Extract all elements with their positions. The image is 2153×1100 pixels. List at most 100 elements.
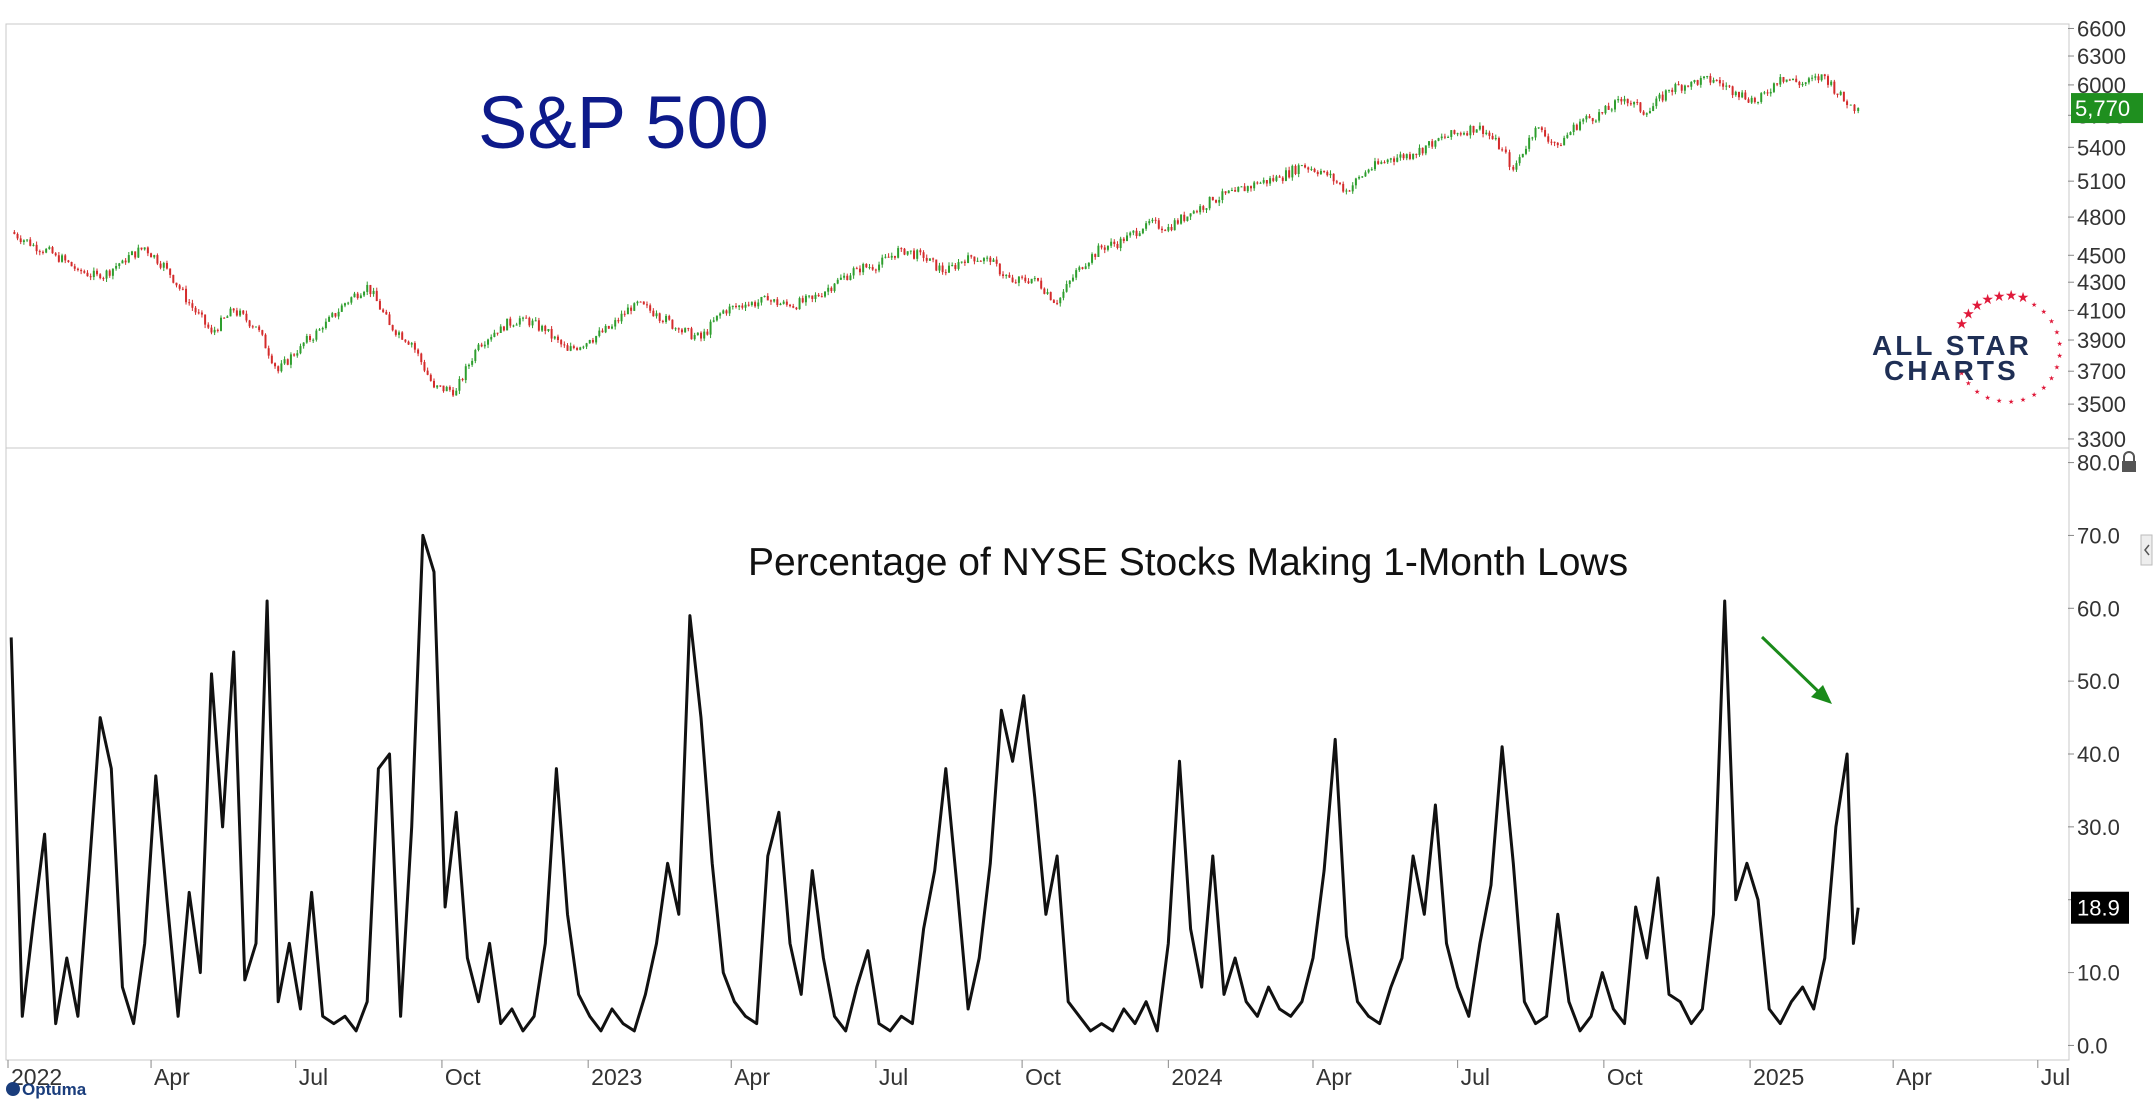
candle-body xyxy=(1485,132,1488,134)
candle-body xyxy=(1237,186,1240,192)
candle-body xyxy=(884,256,887,258)
candle-body xyxy=(493,332,496,337)
candle-body xyxy=(836,279,839,284)
candle-body xyxy=(347,302,350,304)
candle-body xyxy=(156,255,159,264)
candle-body xyxy=(194,307,197,313)
candle-body xyxy=(649,305,652,311)
candle-body xyxy=(585,343,588,347)
candle-body xyxy=(1300,165,1303,167)
candle-body xyxy=(1103,247,1106,250)
candle-body xyxy=(1005,274,1008,276)
logo-star: ★ xyxy=(1959,370,1965,378)
candle-body xyxy=(789,304,792,307)
indicator-tick-label: 10.0 xyxy=(2077,961,2120,986)
collapse-panel-icon[interactable] xyxy=(2140,534,2153,566)
candle-body xyxy=(1677,84,1680,86)
candle-body xyxy=(1633,102,1636,105)
candle-body xyxy=(1307,167,1310,170)
candle-body xyxy=(1788,79,1791,81)
candle-body xyxy=(1393,158,1396,162)
candle-body xyxy=(1604,105,1607,114)
sp-tick-label: 3700 xyxy=(2077,359,2126,384)
candle-body xyxy=(235,310,238,316)
candle-body xyxy=(1699,78,1702,85)
candle-body xyxy=(1475,129,1478,133)
candle-body xyxy=(769,300,772,302)
candle-body xyxy=(572,346,575,348)
candle-body xyxy=(715,315,718,321)
candle-body xyxy=(1421,147,1424,154)
candle-body xyxy=(1431,141,1434,147)
candle-body xyxy=(693,335,696,340)
logo-star: ★ xyxy=(1962,305,1975,321)
candle-body xyxy=(13,232,16,234)
x-tick-label: Oct xyxy=(1025,1064,1061,1090)
candle-body xyxy=(509,318,512,326)
sp-tick-label: 5400 xyxy=(2077,135,2126,160)
candle-body xyxy=(982,258,985,262)
candle-body xyxy=(1097,245,1100,257)
indicator-tick-label: 40.0 xyxy=(2077,742,2120,767)
candle-body xyxy=(1823,74,1826,77)
candle-body xyxy=(1811,77,1814,79)
candle-body xyxy=(1157,220,1160,229)
candle-body xyxy=(1415,153,1418,155)
candle-body xyxy=(1351,185,1354,192)
candle-body xyxy=(900,248,903,250)
candle-body xyxy=(1386,159,1389,163)
candle-body xyxy=(1842,91,1845,102)
candle-body xyxy=(1440,136,1443,139)
candle-body xyxy=(1176,220,1179,224)
down-arrow-annotation xyxy=(1760,635,1832,704)
candle-body xyxy=(1043,288,1046,294)
candle-body xyxy=(1370,169,1373,171)
candle-body xyxy=(1804,82,1807,84)
sp-tick-label: 3300 xyxy=(2077,427,2126,452)
candle-body xyxy=(1138,233,1141,236)
candle-body xyxy=(1145,223,1148,229)
candle-body xyxy=(242,310,245,314)
candle-body xyxy=(1408,154,1411,159)
candle-body xyxy=(1081,267,1084,269)
candle-body xyxy=(1106,245,1109,250)
candle-body xyxy=(932,258,935,260)
x-tick-label: Apr xyxy=(154,1064,190,1090)
candle-body xyxy=(1313,168,1316,172)
candle-body xyxy=(232,308,235,311)
candle-body xyxy=(1766,92,1769,94)
logo-star: ★ xyxy=(2008,398,2014,406)
candle-body xyxy=(1087,262,1090,267)
candle-body xyxy=(534,320,537,322)
candle-body xyxy=(1575,124,1578,130)
candle-body xyxy=(1706,76,1709,78)
sp500-last-value: 5,770 xyxy=(2075,96,2130,121)
candle-body xyxy=(1129,232,1132,236)
candle-body xyxy=(1617,99,1620,101)
candle-body xyxy=(372,290,375,295)
candle-body xyxy=(938,265,941,271)
candle-body xyxy=(1167,227,1170,231)
candle-body xyxy=(1227,190,1230,194)
lock-icon[interactable] xyxy=(2122,451,2136,472)
candle-body xyxy=(998,263,1001,275)
candle-body xyxy=(394,330,397,335)
logo-star: ★ xyxy=(2048,375,2054,383)
candle-body xyxy=(1418,147,1421,155)
candle-body xyxy=(359,295,362,299)
candle-body xyxy=(674,328,677,330)
candle-body xyxy=(309,335,312,341)
candle-body xyxy=(57,255,60,262)
candle-body xyxy=(623,313,626,315)
candle-body xyxy=(1243,186,1246,192)
candle-body xyxy=(299,346,302,354)
candle-body xyxy=(35,244,38,252)
candle-body xyxy=(531,320,534,326)
candle-body xyxy=(1613,100,1616,110)
candle-body xyxy=(366,284,369,292)
candle-body xyxy=(830,287,833,292)
candle-body xyxy=(1399,154,1402,158)
candle-body xyxy=(862,263,865,273)
candle-body xyxy=(1779,77,1782,85)
candle-body xyxy=(1278,176,1281,178)
